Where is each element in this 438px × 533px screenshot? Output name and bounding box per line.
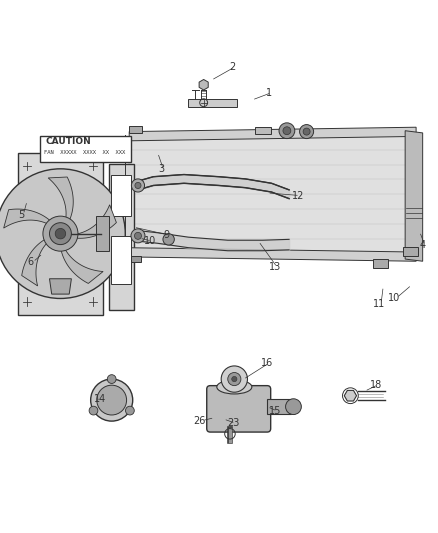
Bar <box>111 174 131 216</box>
Circle shape <box>134 232 141 239</box>
Polygon shape <box>188 99 237 107</box>
Text: FAN  XXXXX  XXXX  XX  XXX: FAN XXXXX XXXX XX XXX <box>44 150 125 155</box>
Circle shape <box>43 216 78 251</box>
Polygon shape <box>22 238 49 286</box>
Circle shape <box>126 406 134 415</box>
Bar <box>18 152 103 314</box>
Text: 13: 13 <box>269 262 281 272</box>
Circle shape <box>221 366 247 392</box>
Text: 2: 2 <box>229 62 235 72</box>
Bar <box>111 236 131 284</box>
Polygon shape <box>255 127 271 134</box>
Bar <box>109 164 134 310</box>
Circle shape <box>135 182 141 189</box>
Circle shape <box>131 229 145 243</box>
Polygon shape <box>4 209 53 228</box>
Text: 6: 6 <box>28 257 34 267</box>
Polygon shape <box>129 126 142 133</box>
Circle shape <box>49 223 71 245</box>
Polygon shape <box>60 246 103 284</box>
Polygon shape <box>131 255 141 262</box>
Circle shape <box>55 229 66 239</box>
Polygon shape <box>344 390 357 401</box>
Text: 5: 5 <box>18 210 24 220</box>
Bar <box>96 216 110 251</box>
Text: CAUTION: CAUTION <box>45 137 91 146</box>
FancyBboxPatch shape <box>40 136 131 162</box>
Text: 3: 3 <box>158 164 164 174</box>
Circle shape <box>97 385 127 415</box>
Text: 14: 14 <box>94 394 106 404</box>
Polygon shape <box>199 79 208 90</box>
Ellipse shape <box>217 380 252 394</box>
Circle shape <box>107 375 116 383</box>
Polygon shape <box>48 177 73 223</box>
Circle shape <box>279 123 295 139</box>
Circle shape <box>232 376 237 382</box>
Text: 26: 26 <box>194 416 206 426</box>
Circle shape <box>0 169 125 298</box>
Polygon shape <box>73 205 117 238</box>
Text: 16: 16 <box>261 358 273 368</box>
Polygon shape <box>373 259 388 268</box>
Text: 9: 9 <box>163 230 170 240</box>
Circle shape <box>89 406 98 415</box>
Text: 15: 15 <box>269 406 281 416</box>
Circle shape <box>303 128 310 135</box>
Polygon shape <box>125 131 416 258</box>
Circle shape <box>163 233 174 245</box>
Polygon shape <box>403 247 418 255</box>
Text: 18: 18 <box>370 379 382 390</box>
Circle shape <box>286 399 301 415</box>
Bar <box>267 399 291 414</box>
Text: 11: 11 <box>373 298 385 309</box>
Text: 23: 23 <box>227 418 240 429</box>
Polygon shape <box>125 248 416 261</box>
Circle shape <box>91 379 133 421</box>
Circle shape <box>300 125 314 139</box>
Circle shape <box>228 373 241 386</box>
Text: 12: 12 <box>292 190 304 200</box>
Text: 1: 1 <box>266 87 272 98</box>
FancyBboxPatch shape <box>207 386 271 432</box>
Text: 10: 10 <box>144 236 156 246</box>
Polygon shape <box>405 131 423 261</box>
Polygon shape <box>129 127 416 141</box>
Circle shape <box>131 179 145 192</box>
Circle shape <box>283 127 291 135</box>
Text: 10: 10 <box>388 293 400 303</box>
Text: 4: 4 <box>420 240 426 251</box>
Polygon shape <box>49 279 71 294</box>
